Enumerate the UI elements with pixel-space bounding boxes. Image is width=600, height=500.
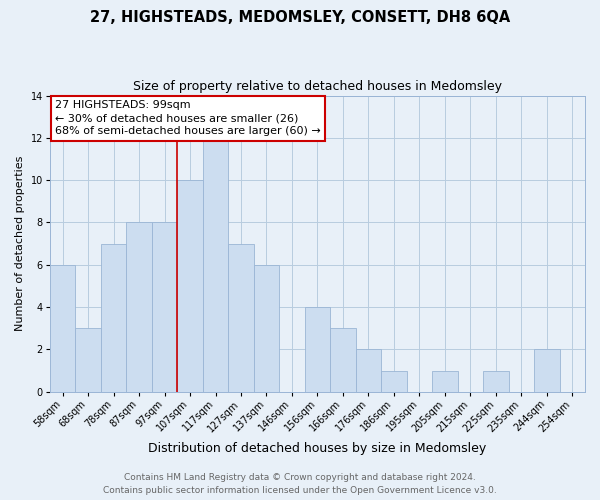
Bar	[152, 222, 177, 392]
Text: Contains HM Land Registry data © Crown copyright and database right 2024.
Contai: Contains HM Land Registry data © Crown c…	[103, 474, 497, 495]
Bar	[483, 370, 509, 392]
Bar	[534, 350, 560, 392]
Bar	[305, 307, 330, 392]
Bar	[101, 244, 127, 392]
Bar	[356, 350, 381, 392]
X-axis label: Distribution of detached houses by size in Medomsley: Distribution of detached houses by size …	[148, 442, 487, 455]
Bar	[432, 370, 458, 392]
Bar	[203, 138, 228, 392]
Bar	[50, 265, 76, 392]
Bar	[177, 180, 203, 392]
Bar	[254, 265, 279, 392]
Text: 27, HIGHSTEADS, MEDOMSLEY, CONSETT, DH8 6QA: 27, HIGHSTEADS, MEDOMSLEY, CONSETT, DH8 …	[90, 10, 510, 25]
Text: 27 HIGHSTEADS: 99sqm
← 30% of detached houses are smaller (26)
68% of semi-detac: 27 HIGHSTEADS: 99sqm ← 30% of detached h…	[55, 100, 321, 136]
Bar	[127, 222, 152, 392]
Y-axis label: Number of detached properties: Number of detached properties	[15, 156, 25, 332]
Bar	[330, 328, 356, 392]
Bar	[76, 328, 101, 392]
Title: Size of property relative to detached houses in Medomsley: Size of property relative to detached ho…	[133, 80, 502, 93]
Bar	[381, 370, 407, 392]
Bar	[228, 244, 254, 392]
